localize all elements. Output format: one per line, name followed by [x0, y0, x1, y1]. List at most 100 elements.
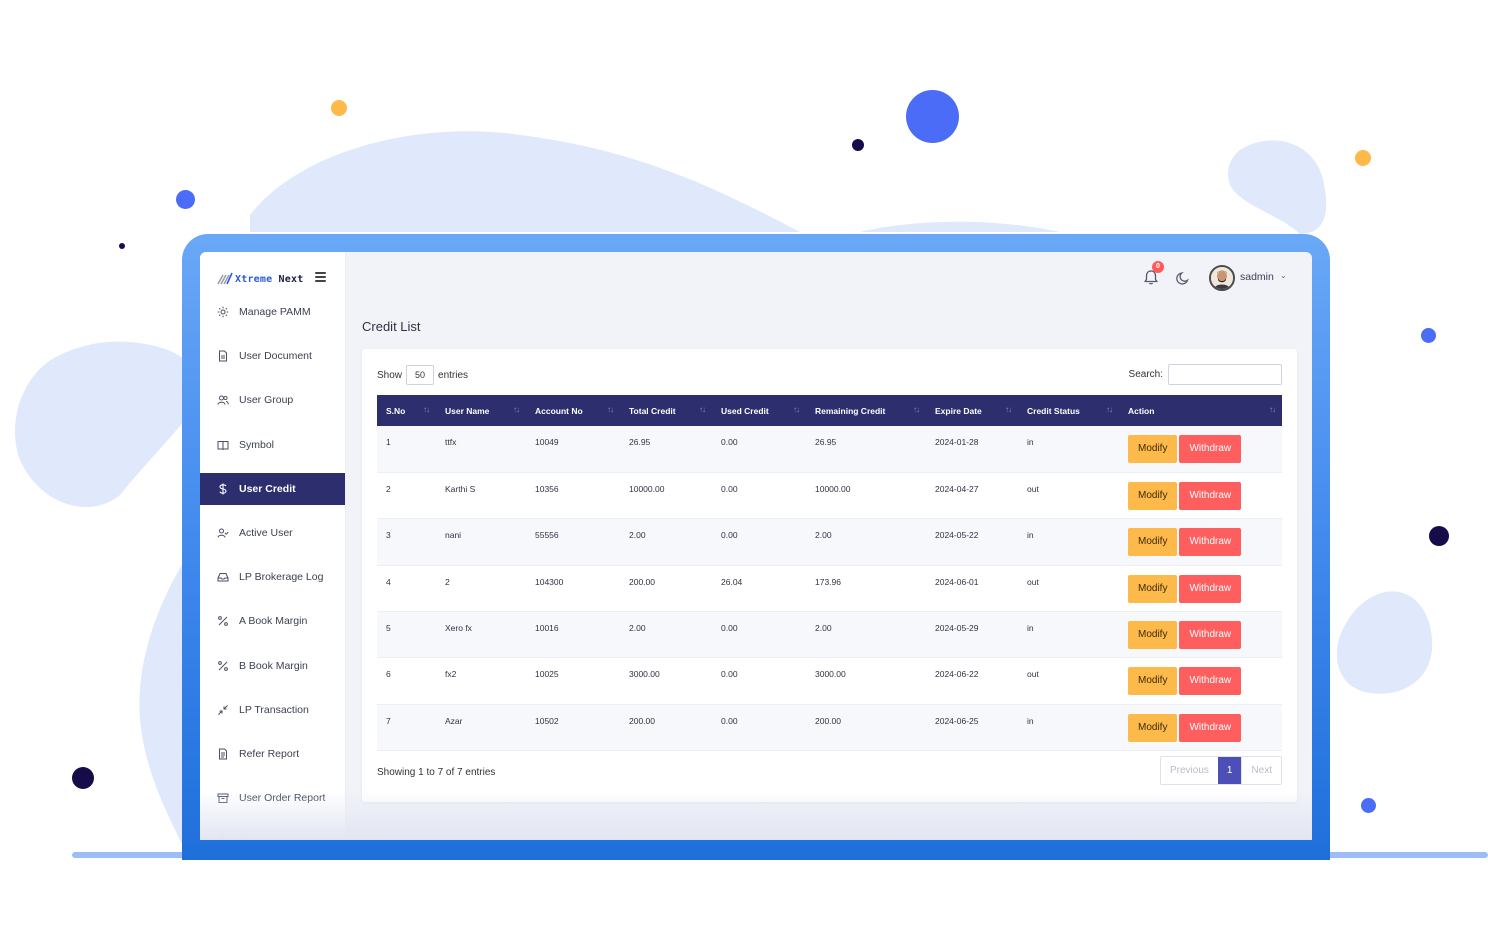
- column-header-credit-status[interactable]: Credit Status ↑↓: [1018, 395, 1119, 426]
- modify-button[interactable]: Modify: [1128, 713, 1178, 742]
- sort-icon[interactable]: ↑↓: [423, 405, 430, 414]
- withdraw-button[interactable]: Withdraw: [1179, 667, 1242, 696]
- modify-button[interactable]: Modify: [1128, 621, 1178, 650]
- sort-icon[interactable]: ↑↓: [1005, 405, 1012, 414]
- sidebar-item-user-document[interactable]: User Document: [200, 340, 345, 372]
- entries-label: entries: [438, 369, 469, 381]
- cell-user: Karthi S: [436, 472, 526, 520]
- users-icon: [217, 395, 229, 406]
- next-page-button[interactable]: Next: [1241, 757, 1281, 784]
- decor-dot: [119, 243, 125, 249]
- menu-toggle-icon[interactable]: [315, 272, 327, 282]
- table-row: 7 Azar 10502 200.00 0.00 200.00 2024-06-25 in Mo…: [377, 704, 1282, 752]
- table-row: 1 ttfx 10049 26.95 0.00 26.95 2024-01-28 in Modi…: [377, 426, 1282, 473]
- withdraw-button[interactable]: Withdraw: [1179, 713, 1242, 742]
- cell-action: Modify Withdraw: [1119, 565, 1282, 613]
- sort-icon[interactable]: ↑↓: [699, 405, 706, 414]
- column-header-used-credit[interactable]: Used Credit ↑↓: [712, 395, 806, 426]
- archive-icon: [217, 793, 229, 804]
- chevron-down-icon[interactable]: ⌄: [1280, 271, 1287, 280]
- sidebar-item-a-book-margin[interactable]: A Book Margin: [200, 605, 345, 637]
- sidebar-item-label: B Book Margin: [239, 659, 308, 672]
- withdraw-button[interactable]: Withdraw: [1179, 574, 1242, 603]
- column-header-label: Account No: [535, 405, 583, 416]
- column-header-label: Expire Date: [935, 405, 982, 416]
- cell-status: in: [1018, 704, 1119, 752]
- column-header-action[interactable]: Action ↑↓: [1119, 395, 1282, 426]
- page-1-button[interactable]: 1: [1217, 757, 1242, 784]
- sort-icon[interactable]: ↑↓: [513, 405, 520, 414]
- percent-icon: [218, 660, 228, 671]
- page-title: Credit List: [362, 319, 421, 334]
- modify-button[interactable]: Modify: [1128, 481, 1178, 510]
- column-header-s-no[interactable]: S.No ↑↓: [377, 395, 436, 426]
- modify-button[interactable]: Modify: [1128, 528, 1178, 557]
- cell-sno: 4: [377, 565, 436, 613]
- decor-dot: [176, 190, 195, 209]
- avatar[interactable]: [1209, 265, 1235, 291]
- sort-icon[interactable]: ↑↓: [1269, 405, 1276, 414]
- cell-sno: 3: [377, 518, 436, 566]
- decor-dot: [1421, 328, 1436, 343]
- cell-account: 10356: [526, 472, 620, 520]
- username-label[interactable]: sadmin: [1240, 271, 1274, 283]
- sidebar-item-lp-transaction[interactable]: LP Transaction: [200, 694, 345, 726]
- sidebar-item-user-order-report[interactable]: User Order Report: [200, 782, 345, 814]
- sidebar-item-user-group[interactable]: User Group: [200, 384, 345, 416]
- modify-button[interactable]: Modify: [1128, 435, 1178, 463]
- cell-used: 0.00: [712, 704, 806, 752]
- sidebar-item-manage-pamm[interactable]: Manage PAMM: [200, 296, 345, 328]
- search-input[interactable]: [1168, 364, 1282, 385]
- column-header-account-no[interactable]: Account No ↑↓: [526, 395, 620, 426]
- sidebar-item-label: Manage PAMM: [239, 306, 311, 318]
- sort-icon[interactable]: ↑↓: [1106, 405, 1113, 414]
- sort-icon[interactable]: ↑↓: [913, 405, 920, 414]
- sort-icon[interactable]: ↑↓: [607, 405, 614, 414]
- sidebar-item-symbol[interactable]: Symbol: [200, 429, 345, 461]
- cell-expire: 2024-06-25: [926, 704, 1018, 752]
- withdraw-button[interactable]: Withdraw: [1179, 435, 1242, 463]
- credit-list-card: Show 50 entries Search: S.No ↑↓ User Name ↑…: [362, 349, 1297, 802]
- column-header-user-name[interactable]: User Name ↑↓: [436, 395, 526, 426]
- cell-expire: 2024-01-28: [926, 426, 1018, 473]
- column-header-label: User Name: [445, 405, 490, 416]
- sidebar-item-lp-brokerage-log[interactable]: LP Brokerage Log: [200, 561, 345, 593]
- credit-table: S.No ↑↓ User Name ↑↓ Account No ↑↓ Total Credi…: [377, 395, 1282, 752]
- sidebar-item-manager[interactable]: Manager: [200, 826, 345, 840]
- decor-dot: [1429, 526, 1449, 546]
- brand-logo[interactable]: Xtreme Next: [217, 270, 337, 288]
- entries-length-control: Show 50 entries: [377, 365, 468, 385]
- cell-status: in: [1018, 426, 1119, 473]
- table-row: 5 Xero fx 10016 2.00 0.00 2.00 2024-05-29 in Mod…: [377, 611, 1282, 659]
- entries-select[interactable]: 50: [406, 365, 435, 385]
- withdraw-button[interactable]: Withdraw: [1179, 481, 1242, 510]
- cell-account: 10016: [526, 611, 620, 659]
- dark-mode-moon-icon[interactable]: [1175, 270, 1191, 286]
- column-header-label: Used Credit: [721, 405, 769, 416]
- column-header-remaining-credit[interactable]: Remaining Credit ↑↓: [806, 395, 926, 426]
- column-header-label: Action: [1128, 405, 1155, 416]
- sidebar-item-label: User Order Report: [239, 792, 326, 805]
- modify-button[interactable]: Modify: [1128, 667, 1178, 696]
- sort-icon[interactable]: ↑↓: [793, 405, 800, 414]
- column-header-expire-date[interactable]: Expire Date ↑↓: [926, 395, 1018, 426]
- modify-button[interactable]: Modify: [1128, 574, 1178, 603]
- withdraw-button[interactable]: Withdraw: [1179, 528, 1242, 557]
- sidebar-item-user-credit[interactable]: User Credit: [200, 472, 345, 505]
- cell-status: in: [1018, 611, 1119, 659]
- dollar-icon: [219, 483, 227, 495]
- column-header-total-credit[interactable]: Total Credit ↑↓: [620, 395, 712, 426]
- sidebar-item-b-book-margin[interactable]: B Book Margin: [200, 650, 345, 682]
- report-icon: [219, 748, 227, 760]
- table-row: 3 nani 55556 2.00 0.00 2.00 2024-05-22 in Modify…: [377, 518, 1282, 566]
- sidebar-item-active-user[interactable]: Active User: [200, 517, 345, 549]
- table-row: 2 Karthi S 10356 10000.00 0.00 10000.00 2024-0…: [377, 472, 1282, 520]
- pagination: Previous 1 Next: [1159, 756, 1282, 785]
- cell-used: 0.00: [712, 611, 806, 659]
- withdraw-button[interactable]: Withdraw: [1179, 621, 1242, 650]
- sidebar-item-refer-report[interactable]: Refer Report: [200, 738, 345, 770]
- inbox-icon: [217, 573, 229, 582]
- cell-action: Modify Withdraw: [1119, 704, 1282, 752]
- cell-total: 10000.00: [620, 472, 712, 520]
- previous-page-button[interactable]: Previous: [1169, 765, 1209, 776]
